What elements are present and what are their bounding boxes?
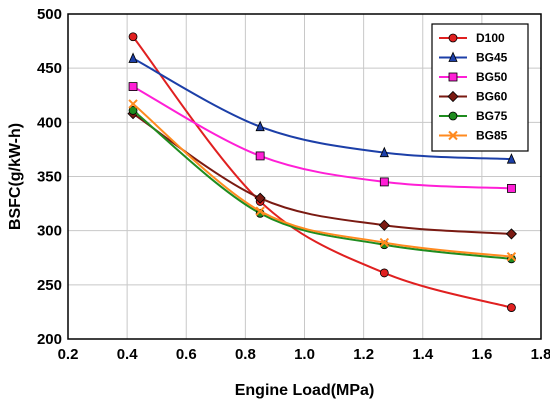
data-point-bg45 <box>506 153 517 164</box>
legend-item-bg85: BG85 <box>439 129 508 143</box>
data-point-bg60 <box>254 192 266 204</box>
data-point-bg50 <box>255 151 265 161</box>
series-line-bg45 <box>132 57 512 161</box>
series-layer <box>127 32 518 312</box>
x-tick-label: 1.4 <box>412 346 434 363</box>
data-point-bg50 <box>379 177 389 187</box>
series-line-bg85 <box>132 103 512 258</box>
series-bg45 <box>128 52 517 164</box>
legend-label: BG45 <box>476 51 508 65</box>
legend-marker <box>448 111 458 121</box>
x-tick-label: 1.0 <box>294 346 315 363</box>
data-point-bg60 <box>378 219 390 231</box>
y-tick-label: 200 <box>37 331 62 348</box>
legend-item-bg60: BG60 <box>439 90 508 104</box>
legend-marker <box>448 51 458 62</box>
legend-item-bg75: BG75 <box>439 109 508 123</box>
legend-label: BG50 <box>476 70 508 84</box>
legend-label: BG75 <box>476 109 508 123</box>
legend-marker <box>448 130 458 141</box>
data-point-bg75 <box>128 106 138 115</box>
series-line-bg50 <box>132 85 512 190</box>
legend: D100 BG45 BG50 BG60 BG75 BG85 <box>431 23 529 152</box>
plot-frame <box>67 13 542 340</box>
data-point-bg85 <box>379 237 390 248</box>
x-tick-label: 0.8 <box>235 346 256 363</box>
legend-item-bg50: BG50 <box>439 70 508 84</box>
tick-labels: 0.2 0.4 0.6 0.8 1.0 1.2 1.4 1.6 1.8 200 250 300 350 4… <box>37 6 550 363</box>
data-point-bg50 <box>507 184 516 193</box>
data-point-bg50 <box>128 82 138 91</box>
y-tick-label: 450 <box>37 60 62 77</box>
legend-label: D100 <box>476 31 505 45</box>
x-tick-label: 0.4 <box>117 346 139 363</box>
data-point-bg45 <box>255 120 265 132</box>
data-point-bg85 <box>128 99 138 109</box>
legend-item-d100: D100 <box>439 31 505 45</box>
series-bg50 <box>128 82 516 193</box>
legend-label: BG85 <box>476 129 508 143</box>
series-d100 <box>128 32 516 312</box>
series-line-d100 <box>132 36 512 309</box>
x-tick-label: 0.2 <box>58 346 79 363</box>
data-point-d100 <box>379 268 389 278</box>
x-axis-title: Engine Load(MPa) <box>235 382 375 399</box>
data-point-d100 <box>507 303 516 312</box>
y-tick-label: 350 <box>37 169 62 186</box>
legend-marker <box>447 90 459 103</box>
x-tick-label: 0.6 <box>176 346 197 363</box>
y-tick-label: 300 <box>37 223 62 240</box>
legend-label: BG60 <box>476 90 508 104</box>
legend-box <box>431 23 529 152</box>
x-tick-label: 1.6 <box>471 346 492 363</box>
y-axis-title: BSFC(g/kW-h) <box>7 123 24 230</box>
data-point-bg60 <box>505 228 518 240</box>
legend-marker <box>448 33 458 43</box>
data-point-bg85 <box>255 206 265 216</box>
data-point-bg45 <box>379 146 389 158</box>
y-tick-label: 500 <box>37 6 62 23</box>
y-tick-label: 400 <box>37 114 62 131</box>
x-tick-label: 1.8 <box>531 346 550 363</box>
data-point-bg85 <box>506 251 517 262</box>
legend-marker <box>448 72 458 82</box>
x-tick-label: 1.2 <box>353 346 374 363</box>
series-bg85 <box>128 99 517 262</box>
legend-item-bg45: BG45 <box>439 51 508 65</box>
data-point-d100 <box>128 32 138 42</box>
data-point-bg45 <box>128 52 138 63</box>
y-tick-label: 250 <box>37 277 62 294</box>
series-line-bg75 <box>132 109 512 260</box>
